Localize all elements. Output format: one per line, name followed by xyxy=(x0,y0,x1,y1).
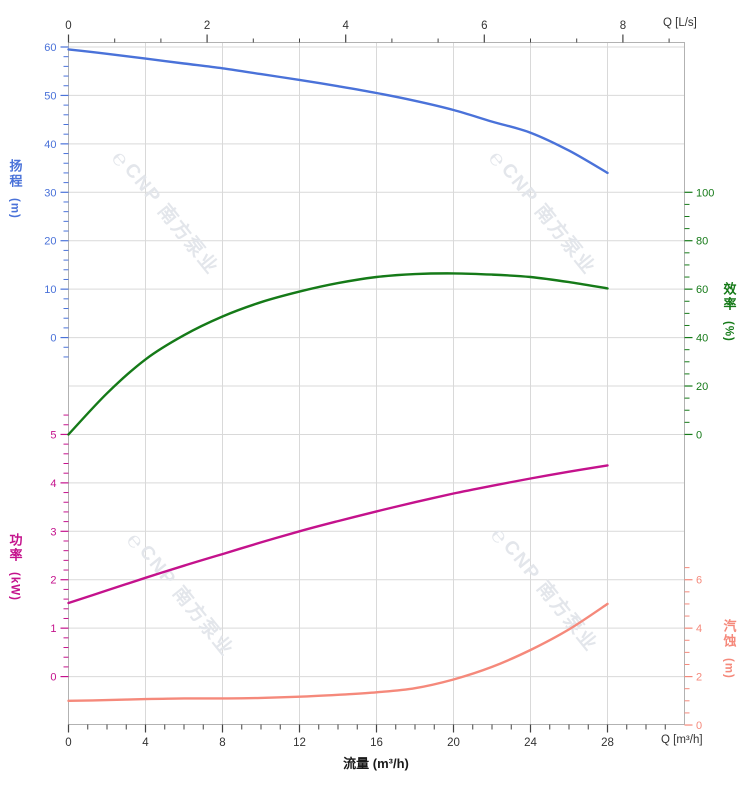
power-tick-label: 3 xyxy=(50,526,56,538)
top-axis: 0 2 4 6 8 xyxy=(65,20,670,43)
power-axis-label: 功率 xyxy=(7,533,23,563)
watermark: ℮CNP 南方泵业 xyxy=(107,145,224,281)
head-tick-label: 10 xyxy=(44,284,56,296)
efficiency-tick-label: 80 xyxy=(696,236,708,248)
npsh-axis-label: 汽蚀 xyxy=(721,619,737,649)
top-tick-label: 6 xyxy=(481,20,487,32)
power-axis-unit: (kW) xyxy=(8,572,21,601)
power-tick-label: 1 xyxy=(50,623,56,635)
power-curve xyxy=(67,464,609,605)
efficiency-tick-label: 100 xyxy=(696,187,714,199)
power-tick-label: 5 xyxy=(50,429,56,441)
watermark: ℮CNP 南方泵业 xyxy=(486,522,603,658)
top-tick-label: 4 xyxy=(342,20,349,32)
npsh-axis-unit: (m) xyxy=(722,658,735,679)
npsh-axis-title: 汽蚀 (m) xyxy=(721,619,737,679)
efficiency-curve xyxy=(67,272,609,436)
bottom-tick-label: 28 xyxy=(601,737,614,749)
watermark-text: CNP 南方泵业 xyxy=(120,158,224,279)
head-tick-label: 50 xyxy=(44,90,56,102)
head-axis: 60 50 40 30 20 10 0 xyxy=(44,42,69,358)
efficiency-axis-label: 效率 xyxy=(721,282,737,312)
watermark-layer: ℮CNP 南方泵业 ℮CNP 南方泵业 ℮CNP 南方泵业 ℮CNP 南方泵业 xyxy=(107,145,603,663)
efficiency-tick-label: 60 xyxy=(696,284,708,296)
bottom-tick-label: 12 xyxy=(293,737,306,749)
head-curve xyxy=(67,48,609,175)
power-tick-label: 4 xyxy=(50,478,56,490)
bottom-tick-label: 16 xyxy=(370,737,383,749)
head-tick-label: 40 xyxy=(44,139,56,151)
npsh-tick-label: 6 xyxy=(696,575,702,587)
bottom-tick-label: 8 xyxy=(219,737,225,749)
npsh-tick-label: 4 xyxy=(696,623,702,635)
bottom-tick-label: 24 xyxy=(524,737,537,749)
npsh-axis: 6 4 2 0 xyxy=(684,567,702,732)
power-tick-label: 2 xyxy=(50,575,56,587)
bottom-tick-label: 0 xyxy=(65,737,71,749)
top-axis-unit-label: Q [L/s] xyxy=(663,17,697,29)
efficiency-axis-title: 效率 (%) xyxy=(721,282,737,342)
efficiency-axis: 100 80 60 40 20 0 xyxy=(684,187,714,441)
efficiency-tick-label: 20 xyxy=(696,381,708,393)
bottom-tick-label: 4 xyxy=(142,737,149,749)
head-tick-label: 0 xyxy=(50,333,56,345)
head-tick-label: 20 xyxy=(44,236,56,248)
power-tick-label: 0 xyxy=(50,672,56,684)
npsh-curve xyxy=(67,602,609,703)
watermark-text: CNP 南方泵业 xyxy=(135,540,239,661)
efficiency-axis-unit: (%) xyxy=(722,321,735,342)
watermark: ℮CNP 南方泵业 xyxy=(484,145,601,281)
flow-axis-title: 流量 (m³/h) xyxy=(343,756,409,771)
head-axis-label: 扬程 xyxy=(7,159,23,189)
head-axis-title: 扬程 (m) xyxy=(7,159,23,219)
npsh-tick-label: 0 xyxy=(696,720,702,732)
watermark: ℮CNP 南方泵业 xyxy=(122,527,239,663)
bottom-tick-label: 20 xyxy=(447,737,460,749)
top-tick-label: 8 xyxy=(620,20,626,32)
gridlines xyxy=(68,42,685,725)
top-tick-label: 0 xyxy=(65,20,71,32)
power-axis-title: 功率 (kW) xyxy=(7,533,23,601)
power-axis: 5 4 3 2 1 0 xyxy=(50,414,69,684)
npsh-tick-label: 2 xyxy=(696,672,702,684)
efficiency-tick-label: 0 xyxy=(696,429,702,441)
watermark-text: CNP 南方泵业 xyxy=(497,158,601,279)
head-axis-unit: (m) xyxy=(8,198,21,219)
head-tick-label: 60 xyxy=(44,42,56,54)
bottom-axis: 0 4 8 12 16 20 24 28 xyxy=(65,724,666,749)
head-tick-label: 30 xyxy=(44,187,56,199)
efficiency-tick-label: 40 xyxy=(696,333,708,345)
top-tick-label: 2 xyxy=(204,20,210,32)
bottom-axis-unit-label: Q [m³/h] xyxy=(661,734,703,746)
watermark-text: CNP 南方泵业 xyxy=(499,535,603,656)
